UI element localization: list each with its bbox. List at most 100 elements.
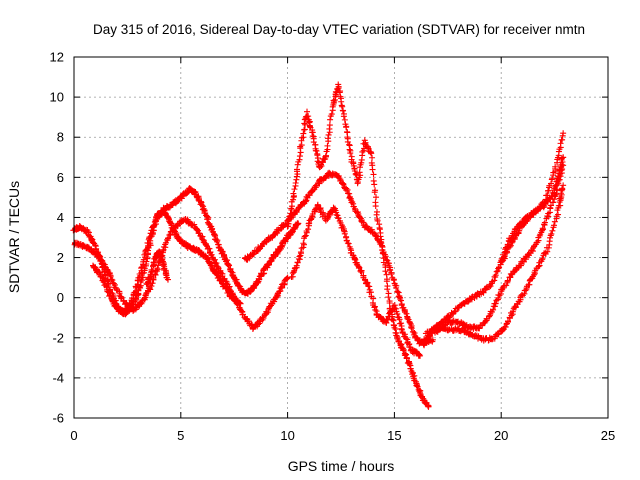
data-point — [328, 111, 335, 118]
x-tick-label: 5 — [177, 428, 184, 443]
data-point — [297, 249, 304, 256]
data-point — [327, 116, 334, 123]
data-point — [384, 286, 391, 293]
data-point — [308, 216, 315, 223]
data-point — [138, 300, 145, 307]
data-point — [495, 265, 502, 272]
series-trace-10 — [434, 162, 567, 335]
data-point — [476, 325, 483, 332]
series-trace-7 — [288, 201, 424, 359]
data-point — [354, 180, 361, 187]
data-point — [191, 221, 198, 228]
data-point — [207, 249, 214, 256]
data-point — [366, 283, 373, 290]
data-point — [487, 283, 494, 290]
data-point — [369, 154, 376, 161]
data-point — [91, 248, 98, 255]
data-point — [392, 329, 399, 336]
data-point — [499, 255, 506, 262]
data-point — [425, 402, 432, 409]
data-point — [266, 303, 273, 310]
data-point — [290, 196, 297, 203]
data-point — [302, 121, 309, 128]
data-point — [278, 243, 285, 250]
data-point — [502, 323, 509, 330]
data-point — [266, 261, 273, 268]
data-point — [548, 202, 555, 209]
data-point — [393, 284, 400, 291]
data-point — [301, 233, 308, 240]
data-point — [286, 213, 293, 220]
data-point — [403, 355, 410, 362]
data-point — [300, 240, 307, 247]
data-point — [341, 230, 348, 237]
data-point — [344, 138, 351, 145]
data-point — [394, 310, 401, 317]
series-trace-4 — [143, 248, 171, 288]
data-point — [559, 185, 566, 192]
data-point — [287, 210, 294, 217]
data-point — [322, 153, 329, 160]
data-point — [413, 382, 420, 389]
data-point — [340, 227, 347, 234]
data-point — [539, 255, 546, 262]
data-point — [406, 319, 413, 326]
data-point — [415, 352, 422, 359]
data-point — [371, 189, 378, 196]
data-point — [150, 259, 157, 266]
data-point — [263, 310, 270, 317]
data-point — [294, 166, 301, 173]
data-point — [343, 124, 350, 131]
data-point — [329, 170, 336, 177]
data-point — [340, 181, 347, 188]
y-tick-label: 2 — [57, 250, 64, 265]
data-point — [203, 242, 210, 249]
data-point — [400, 346, 407, 353]
data-point — [555, 173, 562, 180]
data-point — [379, 250, 386, 257]
data-point — [356, 264, 363, 271]
series-trace-3 — [90, 207, 244, 318]
data-point — [218, 277, 225, 284]
data-point — [535, 263, 542, 270]
data-point — [371, 181, 378, 188]
data-point — [483, 285, 490, 292]
x-tick-label: 10 — [280, 428, 294, 443]
data-point — [237, 300, 244, 307]
data-point — [106, 270, 113, 277]
data-point — [340, 107, 347, 114]
data-point — [334, 212, 341, 219]
data-point — [550, 199, 557, 206]
data-series — [70, 81, 567, 410]
y-tick-label: -4 — [52, 370, 64, 385]
data-point — [158, 252, 165, 259]
data-point — [539, 225, 546, 232]
data-point — [356, 169, 363, 176]
data-point — [339, 103, 346, 110]
plot-frame — [73, 56, 609, 419]
data-point — [364, 144, 371, 151]
data-point — [109, 277, 116, 284]
data-point — [340, 113, 347, 120]
data-point — [372, 203, 379, 210]
series-trace-9 — [416, 182, 567, 347]
x-tick-label: 20 — [494, 428, 508, 443]
data-point — [148, 266, 155, 273]
chart-title: Day 315 of 2016, Sidereal Day-to-day VTE… — [93, 22, 585, 37]
data-point — [551, 218, 558, 225]
data-point — [346, 146, 353, 153]
data-point — [560, 182, 567, 189]
data-point — [302, 232, 309, 239]
y-tick-label: -2 — [52, 330, 64, 345]
data-point — [298, 134, 305, 141]
data-point — [557, 140, 564, 147]
data-point — [209, 225, 216, 232]
data-point — [489, 336, 496, 343]
data-point — [170, 227, 177, 234]
data-point — [310, 139, 317, 146]
data-point — [295, 220, 302, 227]
data-point — [324, 142, 331, 149]
data-point — [388, 271, 395, 278]
data-point — [373, 194, 380, 201]
data-point — [294, 259, 301, 266]
